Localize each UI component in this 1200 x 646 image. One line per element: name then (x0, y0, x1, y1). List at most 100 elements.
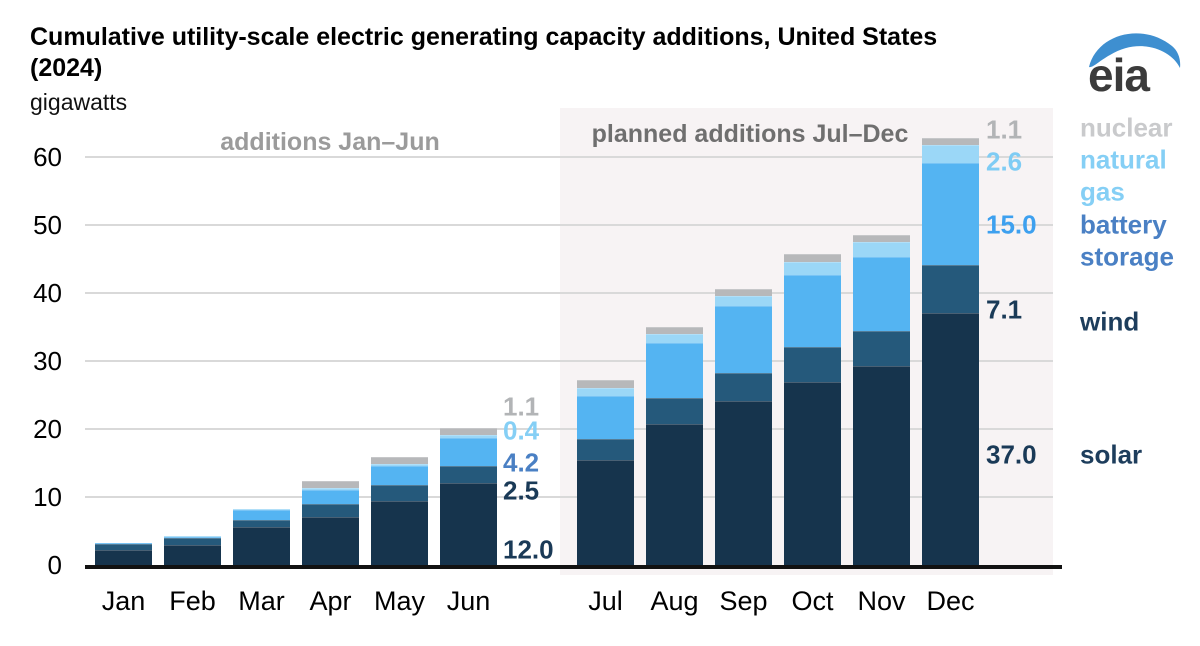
bar-jul-wind (577, 439, 634, 461)
x-axis-label-feb: Feb (169, 586, 216, 616)
bar-nov-natural-gas (853, 242, 910, 257)
bar-jul-natural-gas (577, 387, 634, 396)
bar-oct-solar (784, 382, 841, 565)
y-axis-tick-0: 0 (47, 550, 62, 580)
bar-jun-solar (440, 483, 497, 565)
bar-dec-solar (922, 313, 979, 565)
bar-may-wind (371, 485, 428, 502)
legend-item-battery-storage-line1: battery (1080, 209, 1167, 240)
dec-value-label-nuclear: 1.1 (986, 114, 1023, 145)
y-axis-tick-40: 40 (33, 278, 62, 308)
legend-item-nuclear: nuclear (1080, 112, 1173, 143)
title-line-2: (2024) (30, 54, 103, 82)
gridline-10 (85, 496, 1053, 498)
x-axis-label-dec: Dec (926, 586, 975, 616)
bar-jun-natural-gas (440, 435, 497, 438)
x-axis-label-may: May (373, 586, 426, 616)
title-line-1: Cumulative utility-scale electric genera… (30, 23, 938, 51)
x-axis-label-oct: Oct (791, 586, 834, 616)
gridline-40 (85, 292, 1053, 294)
bar-nov-solar (853, 365, 910, 565)
jun-value-label-wind: 2.5 (503, 475, 540, 506)
bar-feb-natural-gas (164, 536, 221, 538)
bar-apr-wind (302, 503, 359, 518)
jun-value-label-solar: 12.0 (503, 534, 554, 565)
bar-apr-natural-gas (302, 488, 359, 490)
bar-apr-solar (302, 517, 359, 565)
bar-aug-battery-storage (646, 342, 703, 399)
eia-logo: eia (1082, 22, 1192, 101)
jun-value-label-battery-storage: 4.2 (503, 447, 540, 478)
bar-nov-nuclear (853, 234, 910, 242)
y-axis-unit-label: gigawatts (30, 89, 128, 115)
bar-nov-wind (853, 331, 910, 366)
eia-logo-swoosh-icon (1089, 33, 1181, 68)
annotation-planned-additions-jul-dec: planned additions Jul–Dec (591, 120, 909, 148)
bar-sep-natural-gas (715, 296, 772, 306)
bar-may-natural-gas (371, 464, 428, 466)
y-axis-tick-50: 50 (33, 210, 62, 240)
bar-jan-wind (95, 543, 152, 551)
bar-dec-natural-gas (922, 145, 979, 164)
x-axis-label-jan: Jan (101, 586, 146, 616)
bar-dec-battery-storage (922, 163, 979, 266)
gridline-20 (85, 428, 1053, 430)
bar-feb-solar (164, 545, 221, 565)
bar-jun-wind (440, 466, 497, 484)
x-axis-label-mar: Mar (238, 586, 285, 616)
bar-apr-battery-storage (302, 489, 359, 504)
bar-oct-natural-gas (784, 261, 841, 276)
bar-nov-battery-storage (853, 256, 910, 332)
bar-mar-natural-gas (233, 509, 290, 510)
bar-jul-battery-storage (577, 395, 634, 440)
bar-may-battery-storage (371, 465, 428, 486)
bar-aug-natural-gas (646, 334, 703, 343)
bar-jun-battery-storage (440, 437, 497, 467)
legend-item-battery-storage-line2: storage (1080, 241, 1174, 272)
bar-oct-battery-storage (784, 275, 841, 348)
bar-sep-nuclear (715, 288, 772, 297)
x-axis-label-jun: Jun (446, 586, 491, 616)
bar-jun-nuclear (440, 427, 497, 436)
bar-mar-solar (233, 526, 290, 565)
jun-value-label-natural-gas: 0.4 (503, 415, 540, 446)
y-axis-tick-10: 10 (33, 482, 62, 512)
dec-value-label-solar: 37.0 (986, 439, 1037, 470)
bar-jul-nuclear (577, 380, 634, 388)
page-title: Cumulative utility-scale electric genera… (30, 22, 1075, 84)
dec-value-label-battery-storage: 15.0 (986, 209, 1037, 240)
bar-aug-nuclear (646, 327, 703, 335)
annotation-additions-jan-jun: additions Jan–Jun (220, 128, 440, 156)
bar-dec-nuclear (922, 137, 979, 146)
bar-mar-battery-storage (233, 509, 290, 521)
bar-jul-solar (577, 460, 634, 565)
y-axis-tick-30: 30 (33, 346, 62, 376)
gridline-60 (85, 156, 1053, 158)
x-axis-label-sep: Sep (719, 586, 768, 616)
bar-mar-wind (233, 520, 290, 527)
x-axis-label-jul: Jul (588, 586, 623, 616)
x-axis-label-aug: Aug (650, 586, 699, 616)
legend-item-natural-gas-line1: natural (1080, 144, 1167, 175)
legend-item-natural-gas-line2: gas (1080, 176, 1125, 207)
eia-logo-text: eia (1088, 49, 1150, 101)
bar-dec-wind (922, 265, 979, 314)
bar-may-nuclear (371, 456, 428, 465)
bar-jan-battery-storage (95, 543, 152, 544)
y-axis-tick-60: 60 (33, 142, 62, 172)
bar-sep-battery-storage (715, 305, 772, 374)
dec-value-label-natural-gas: 2.6 (986, 146, 1023, 177)
bar-feb-wind (164, 538, 221, 546)
y-axis-tick-20: 20 (33, 414, 62, 444)
bar-sep-wind (715, 373, 772, 402)
bar-jan-solar (95, 550, 152, 565)
x-axis-label-nov: Nov (857, 586, 906, 616)
bar-aug-solar (646, 423, 703, 565)
gridline-50 (85, 224, 1053, 226)
bar-oct-wind (784, 347, 841, 383)
bar-oct-nuclear (784, 254, 841, 262)
dec-value-label-wind: 7.1 (986, 294, 1023, 325)
bar-aug-wind (646, 398, 703, 424)
legend-item-wind: wind (1080, 306, 1140, 337)
